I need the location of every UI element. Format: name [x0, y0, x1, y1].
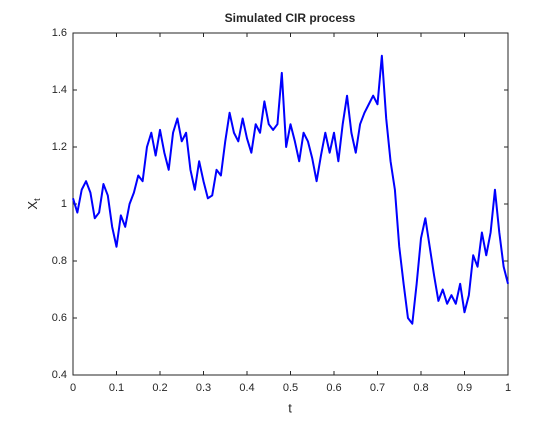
y-tick-label: 1.6: [52, 27, 67, 39]
x-tick-label: 0.7: [370, 382, 385, 394]
x-tick-label: 0.6: [326, 382, 341, 394]
y-tick-label: 1: [61, 198, 67, 210]
x-axis-label: t: [288, 400, 292, 415]
x-tick-label: 1: [505, 382, 511, 394]
y-tick-label: 0.6: [52, 312, 67, 324]
axes-box: [72, 32, 509, 376]
x-tick-label: 0.2: [152, 382, 167, 394]
chart-title: Simulated CIR process: [225, 11, 356, 25]
data-line: [72, 54, 509, 325]
y-tick-label: 0.4: [52, 369, 67, 381]
x-tick-label: 0.3: [196, 382, 211, 394]
y-axis-label-main: X: [25, 201, 40, 210]
x-tick-label: 0.1: [109, 382, 124, 394]
y-axis-label: Xt: [25, 198, 42, 210]
y-tick-label: 1.4: [52, 84, 67, 96]
y-axis-label-sub: t: [32, 198, 42, 201]
y-tick-label: 0.8: [52, 255, 67, 267]
x-tick-label: 0.8: [413, 382, 428, 394]
x-tick-label: 0.4: [239, 382, 254, 394]
x-tick-label: 0: [70, 382, 76, 394]
y-tick-label: 1.2: [52, 141, 67, 153]
x-tick-label: 0.9: [457, 382, 472, 394]
x-tick-label: 0.5: [283, 382, 298, 394]
